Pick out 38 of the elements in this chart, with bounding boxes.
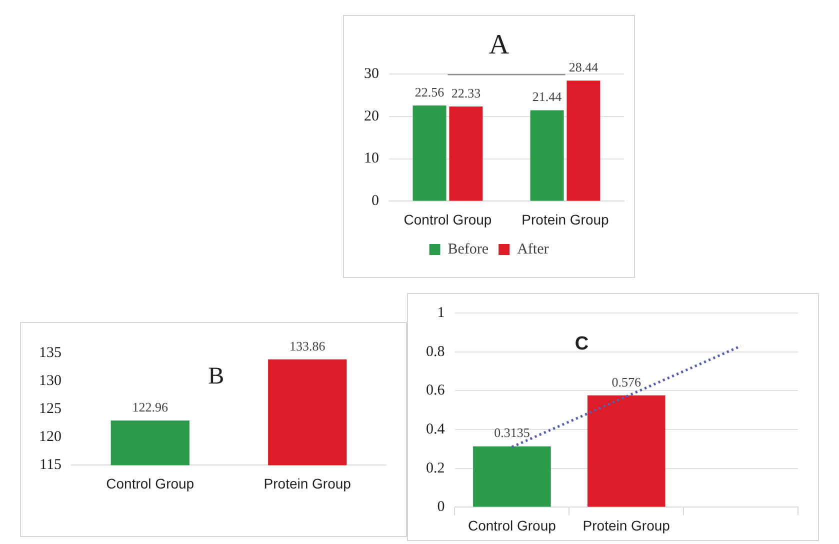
bar	[449, 106, 483, 201]
text: C	[574, 334, 589, 355]
data-label: 22.33	[451, 85, 481, 100]
y-tick-label: 1	[437, 304, 445, 321]
y-tick-label: 0	[372, 193, 379, 210]
chart-title: B	[208, 363, 224, 390]
y-tick-label: 115	[40, 457, 62, 474]
data-label: 21.44	[532, 89, 562, 104]
y-tick-label: 30	[364, 66, 379, 82]
x-tick-label: Control Group	[468, 517, 556, 534]
bar	[530, 110, 564, 201]
x-tick-label: Control Group	[404, 211, 492, 228]
y-tick-label: 0	[437, 499, 445, 516]
y-tick-label: 0.8	[426, 344, 445, 360]
data-label: 22.56	[414, 84, 445, 100]
y-tick-label: 10	[364, 150, 379, 167]
data-label: 122.96	[132, 399, 168, 414]
x-tick-label: Protein Group	[582, 517, 670, 534]
x-tick-label: Protein Group	[522, 211, 610, 228]
data-label: 133.86	[290, 338, 326, 354]
data-label: 0.3135	[494, 425, 530, 440]
y-tick-label: 0.6	[426, 382, 446, 399]
bar	[412, 106, 446, 201]
x-tick-label: Control Group	[106, 475, 194, 492]
y-tick-label: 0.2	[426, 460, 445, 476]
y-tick-label: 120	[39, 429, 62, 446]
y-tick-label: 130	[39, 372, 62, 389]
y-tick-label: 125	[39, 401, 62, 418]
legend-label: Before	[448, 241, 489, 258]
y-tick-label: 0.4	[426, 421, 446, 438]
x-tick-label: Protein Group	[264, 475, 352, 492]
bar	[566, 80, 600, 201]
y-tick-label: 135	[39, 344, 62, 361]
data-label: 28.44	[568, 60, 599, 75]
y-tick-label: 20	[364, 108, 379, 124]
data-label: 0.576	[612, 374, 642, 390]
chart-title: A	[488, 29, 510, 60]
legend-label: After	[517, 241, 549, 258]
